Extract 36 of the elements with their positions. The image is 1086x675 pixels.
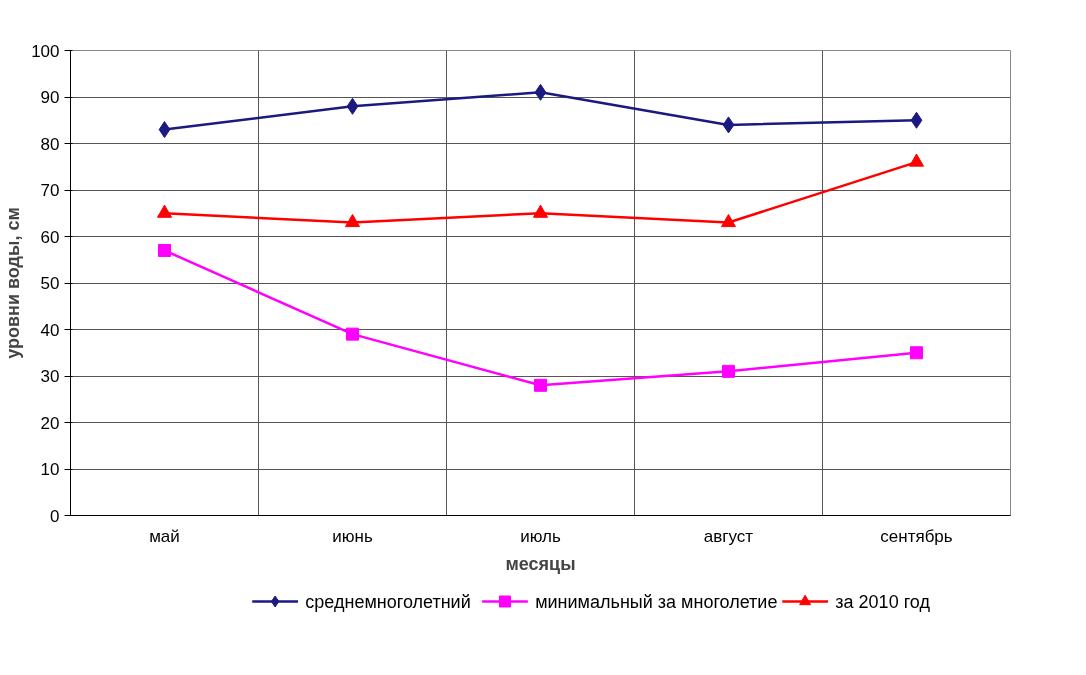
y-tick-label: 0 xyxy=(50,506,60,526)
point xyxy=(534,83,547,101)
point xyxy=(158,243,171,257)
point xyxy=(158,121,171,139)
point xyxy=(722,116,735,134)
point xyxy=(345,213,360,228)
point xyxy=(909,153,924,167)
x-axis-title: месяцы xyxy=(505,553,576,574)
legend-label: за 2010 год xyxy=(835,591,931,612)
point xyxy=(910,111,923,129)
y-tick-label: 50 xyxy=(40,274,60,293)
y-tick-label: 40 xyxy=(40,320,60,340)
y-tick-label: 80 xyxy=(40,134,60,154)
y-tick-label: 20 xyxy=(40,413,60,433)
x-tick-label: май xyxy=(149,526,180,546)
x-tick-label: июль xyxy=(520,526,561,546)
y-axis-title: уровни воды, см xyxy=(3,207,24,359)
y-tick-label: 100 xyxy=(31,41,60,61)
x-tick-label: сентябрь xyxy=(880,526,953,546)
y-tick-label: 70 xyxy=(40,181,60,200)
x-tick-label: август xyxy=(703,526,754,546)
point xyxy=(157,204,172,218)
legend-label: минимальный за многолетие xyxy=(535,591,778,612)
point xyxy=(534,378,547,392)
point xyxy=(346,327,359,341)
y-tick-label: 60 xyxy=(40,227,60,247)
x-tick-label: июнь xyxy=(332,526,373,546)
point xyxy=(721,213,736,228)
y-tick-label: 10 xyxy=(40,460,60,479)
y-tick-label: 90 xyxy=(40,88,60,107)
legend-label: среднемноголетний xyxy=(305,591,471,612)
point xyxy=(533,204,548,218)
point xyxy=(722,364,735,378)
point xyxy=(346,97,359,115)
point xyxy=(910,346,923,360)
y-tick-label: 30 xyxy=(40,367,60,386)
